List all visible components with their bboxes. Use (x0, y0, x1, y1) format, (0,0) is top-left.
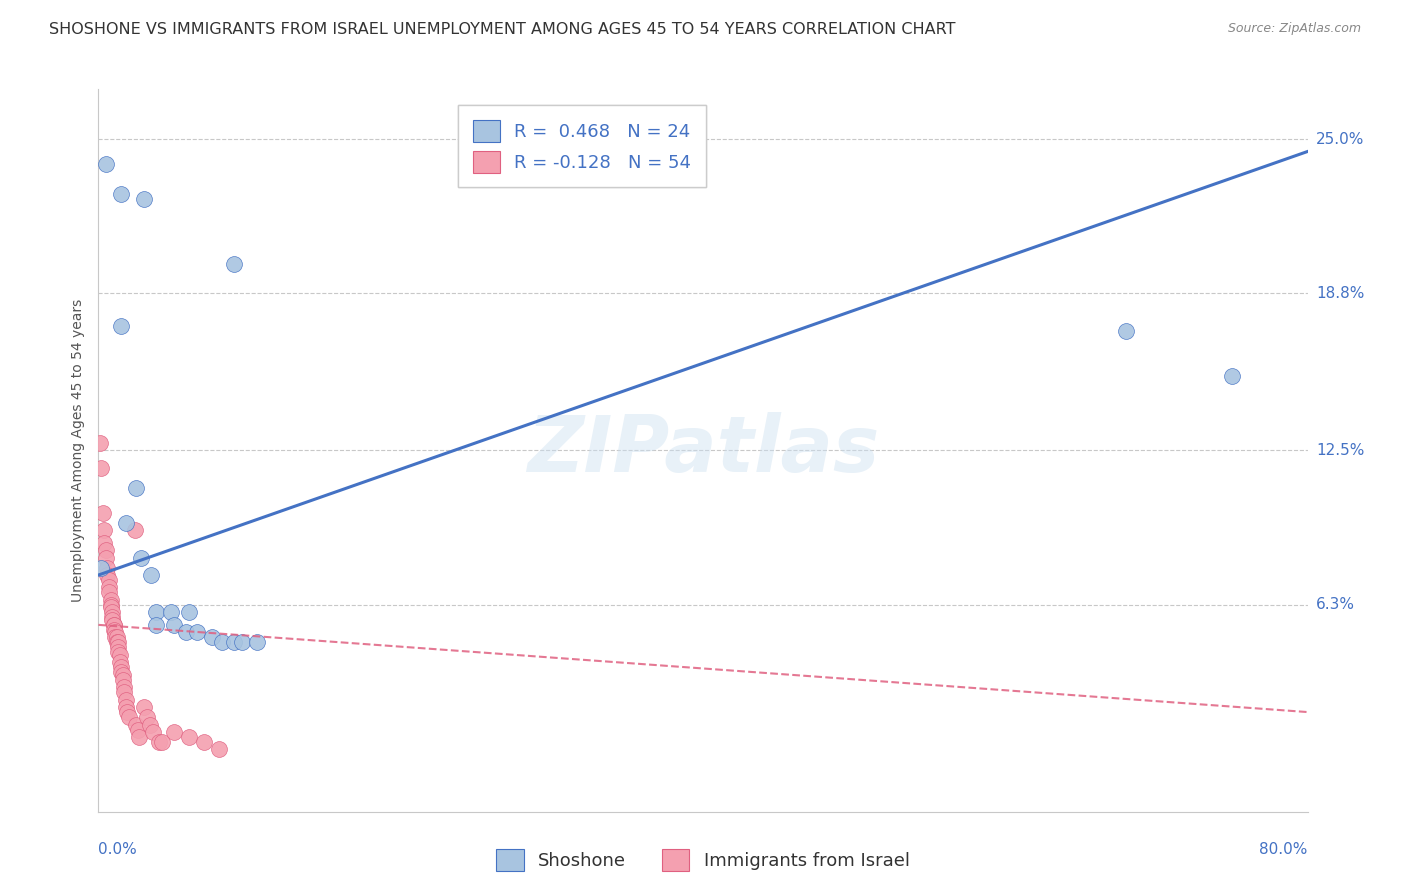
Point (90, 560, 112, 574)
Text: 18.8%: 18.8% (1316, 286, 1364, 301)
Point (110, 660, 132, 674)
Point (111, 673, 134, 687)
Point (110, 318, 132, 333)
Point (132, 192, 155, 206)
Point (107, 640, 129, 655)
Point (103, 618, 125, 632)
Point (94, 543, 117, 558)
Point (174, 625, 197, 640)
Point (96, 568, 118, 582)
Text: 6.3%: 6.3% (1316, 598, 1355, 613)
Point (139, 717, 162, 731)
Point (110, 186, 132, 201)
Point (1220, 368, 1243, 383)
Y-axis label: Unemployment Among Ages 45 to 54 years: Unemployment Among Ages 45 to 54 years (70, 299, 84, 602)
Point (100, 598, 122, 612)
Point (1115, 324, 1137, 338)
Point (112, 680, 135, 694)
Point (129, 550, 152, 565)
Text: 80.0%: 80.0% (1260, 842, 1308, 857)
Point (105, 635, 128, 649)
Point (93, 535, 115, 549)
Point (90, 461, 112, 475)
Text: 12.5%: 12.5% (1316, 443, 1364, 458)
Point (103, 618, 125, 632)
Point (163, 618, 186, 632)
Text: Source: ZipAtlas.com: Source: ZipAtlas.com (1227, 22, 1361, 36)
Point (179, 730, 201, 744)
Text: ZIPatlas: ZIPatlas (527, 412, 879, 489)
Point (112, 685, 135, 699)
Point (100, 600, 122, 615)
Point (103, 623, 125, 637)
Text: 25.0%: 25.0% (1316, 131, 1364, 146)
Point (98, 585, 121, 599)
Point (118, 710, 141, 724)
Point (127, 723, 149, 737)
Point (186, 625, 208, 640)
Point (107, 635, 129, 649)
Point (224, 257, 246, 271)
Point (114, 516, 136, 530)
Point (94, 157, 117, 171)
Point (108, 648, 131, 662)
Point (224, 635, 246, 649)
Point (105, 630, 128, 644)
Point (246, 635, 269, 649)
Point (100, 593, 122, 607)
Point (145, 606, 167, 620)
Point (114, 700, 136, 714)
Point (104, 630, 127, 644)
Point (163, 725, 186, 739)
Point (89, 436, 111, 450)
Point (94, 550, 117, 565)
Point (132, 700, 155, 714)
Point (101, 613, 124, 627)
Point (101, 610, 124, 624)
Point (101, 606, 124, 620)
Point (98, 573, 121, 587)
Point (179, 606, 201, 620)
Point (104, 625, 127, 640)
Point (110, 665, 132, 680)
Point (125, 717, 148, 731)
Point (208, 742, 231, 756)
Point (124, 523, 146, 537)
Text: SHOSHONE VS IMMIGRANTS FROM ISRAEL UNEMPLOYMENT AMONG AGES 45 TO 54 YEARS CORREL: SHOSHONE VS IMMIGRANTS FROM ISRAEL UNEMP… (49, 22, 956, 37)
Point (201, 630, 224, 644)
Point (142, 725, 165, 739)
Point (125, 481, 148, 495)
Point (91, 506, 114, 520)
Point (145, 618, 167, 632)
Point (114, 692, 136, 706)
Point (193, 735, 215, 749)
Point (108, 655, 131, 669)
Legend: R =  0.468   N = 24, R = -0.128   N = 54: R = 0.468 N = 24, R = -0.128 N = 54 (458, 105, 706, 187)
Point (98, 581, 121, 595)
Point (93, 523, 115, 537)
Legend: Shoshone, Immigrants from Israel: Shoshone, Immigrants from Israel (489, 842, 917, 879)
Point (160, 606, 183, 620)
Point (111, 667, 134, 681)
Point (128, 730, 150, 744)
Text: 0.0%: 0.0% (98, 842, 138, 857)
Point (141, 568, 163, 582)
Point (96, 560, 118, 574)
Point (107, 645, 129, 659)
Point (115, 705, 138, 719)
Point (148, 735, 170, 749)
Point (211, 635, 233, 649)
Point (135, 710, 157, 724)
Point (231, 635, 253, 649)
Point (150, 735, 173, 749)
